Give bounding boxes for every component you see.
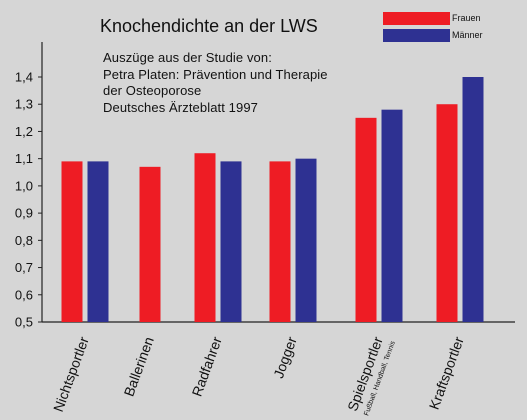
legend-swatch-frauen — [383, 12, 450, 25]
y-tick-label: 0,5 — [15, 315, 33, 330]
legend-label-maenner: Männer — [452, 30, 483, 40]
source-line: Auszüge aus der Studie von: — [103, 50, 272, 65]
chart-title: Knochendichte an der LWS — [100, 16, 318, 36]
source-line: Deutsches Ärzteblatt 1997 — [103, 99, 258, 115]
y-tick-label: 1,2 — [15, 124, 33, 139]
x-tick-sublabel: Fußball, Handball, Tennis — [363, 340, 397, 417]
bar-maenner — [220, 161, 242, 322]
bar-frauen — [139, 166, 161, 322]
bar-frauen — [355, 117, 377, 322]
bar-maenner — [295, 158, 317, 322]
y-tick-label: 1,1 — [15, 151, 33, 166]
y-tick-label: 0,9 — [15, 206, 33, 221]
x-tick-label: Kraftsportler — [426, 334, 467, 411]
bar-frauen — [61, 161, 83, 322]
bar-frauen — [269, 161, 291, 322]
source-note: Auszüge aus der Studie von: Petra Platen… — [103, 50, 328, 116]
bar-frauen — [436, 104, 458, 322]
legend-swatch-maenner — [383, 29, 450, 42]
y-tick-label: 1,0 — [15, 178, 33, 193]
y-tick-label: 1,3 — [15, 97, 33, 112]
bar-maenner — [462, 77, 484, 322]
bar-frauen — [194, 153, 216, 322]
bar-maenner — [381, 109, 403, 323]
x-tick-label: Spielsportler — [344, 334, 386, 413]
x-tick-label: Ballerinen — [120, 335, 156, 399]
x-tick-label: Nichtsportler — [50, 334, 92, 414]
x-tick-label: Radfahrer — [188, 334, 224, 398]
source-line: Petra Platen: Prävention und Therapie — [103, 66, 328, 82]
y-tick-label: 1,4 — [15, 70, 33, 85]
y-tick-label: 0,7 — [15, 260, 33, 275]
bar-maenner — [87, 161, 109, 322]
source-line: der Osteoporose — [103, 83, 202, 98]
y-tick-label: 0,8 — [15, 233, 33, 248]
x-tick-label: Jogger — [270, 334, 300, 380]
y-tick-label: 0,6 — [15, 287, 33, 302]
legend-label-frauen: Frauen — [452, 13, 481, 23]
